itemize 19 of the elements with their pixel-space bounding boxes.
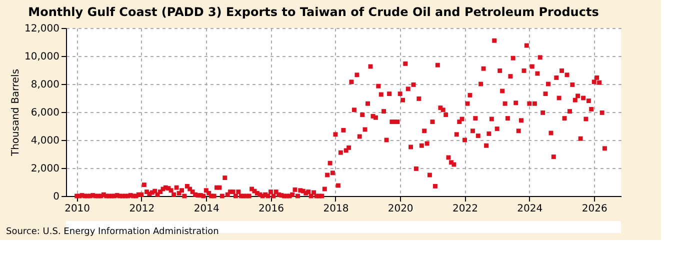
- x-tick-label: 2012: [129, 204, 155, 214]
- x-tick-label: 2020: [388, 204, 414, 214]
- x-tick-label: 2014: [194, 204, 220, 214]
- x-tick-label: 2016: [258, 204, 284, 214]
- x-tick-label: 2010: [64, 204, 90, 214]
- y-tick-label: 4,000: [30, 136, 60, 146]
- y-tick-label: 12,000: [24, 24, 60, 34]
- y-tick-label: 8,000: [30, 80, 60, 90]
- y-tick-label: 2,000: [30, 164, 60, 174]
- x-tick-label: 2022: [452, 204, 478, 214]
- y-axis-title: Thousand Barrels: [10, 68, 22, 158]
- source-note: Source: U.S. Energy Information Administration: [6, 227, 219, 237]
- y-tick-label: 6,000: [30, 108, 60, 118]
- chart-title: Monthly Gulf Coast (PADD 3) Exports to Taiwan of Crude Oil and Petroleum Products: [28, 5, 599, 19]
- x-tick-label: 2026: [582, 204, 608, 214]
- y-tick-label: 10,000: [24, 52, 60, 62]
- y-tick-label: 0: [53, 192, 60, 202]
- x-tick-label: 2024: [517, 204, 543, 214]
- x-tick-label: 2018: [323, 204, 349, 214]
